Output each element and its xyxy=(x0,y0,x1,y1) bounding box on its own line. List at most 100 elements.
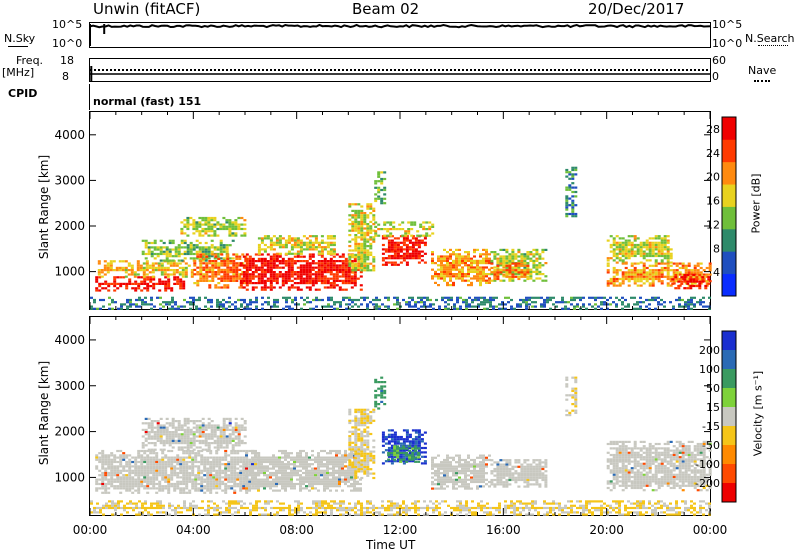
data-cell xyxy=(203,474,207,477)
data-cell xyxy=(147,252,151,256)
data-cell xyxy=(194,485,198,488)
data-cell xyxy=(231,428,235,431)
data-cell xyxy=(351,271,355,274)
data-cell xyxy=(200,454,204,457)
data-cell xyxy=(188,460,192,464)
data-cell xyxy=(363,253,367,256)
data-cell xyxy=(269,239,273,242)
data-cell xyxy=(143,460,147,464)
data-cell xyxy=(219,437,223,440)
data-cell xyxy=(260,253,264,256)
data-cell xyxy=(302,277,306,280)
data-cell xyxy=(154,269,158,272)
data-cell xyxy=(257,469,260,472)
data-cell xyxy=(164,282,168,285)
data-cell xyxy=(263,485,266,488)
data-cell xyxy=(278,271,282,274)
data-cell xyxy=(251,271,255,274)
data-cell xyxy=(177,446,181,449)
data-cell xyxy=(106,271,110,274)
data-cell xyxy=(624,243,628,247)
data-cell xyxy=(239,264,243,267)
data-cell xyxy=(437,277,440,280)
data-cell xyxy=(140,482,144,486)
data-cell xyxy=(320,271,324,274)
data-cell xyxy=(305,487,308,490)
data-cell xyxy=(219,257,223,260)
data-cell xyxy=(192,252,196,256)
data-cell xyxy=(164,487,168,490)
data-cell xyxy=(359,288,363,291)
data-cell xyxy=(369,247,373,250)
data-cell xyxy=(308,241,312,244)
data-cell xyxy=(493,277,497,281)
data-cell xyxy=(164,287,168,290)
data-cell xyxy=(119,469,123,472)
data-cell xyxy=(203,460,207,464)
data-cell xyxy=(206,469,210,472)
data-cell xyxy=(263,284,267,287)
data-cell xyxy=(119,463,123,466)
data-cell xyxy=(326,476,329,479)
data-cell xyxy=(348,260,352,263)
data-cell xyxy=(217,268,221,271)
data-cell xyxy=(197,489,201,492)
data-cell xyxy=(232,273,236,276)
data-cell xyxy=(299,476,302,479)
data-cell xyxy=(541,273,545,276)
data-cell xyxy=(411,237,415,240)
data-cell xyxy=(490,266,494,270)
data-cell xyxy=(269,248,273,251)
data-cell xyxy=(245,456,249,459)
data-cell xyxy=(308,255,312,258)
data-cell xyxy=(236,482,240,486)
data-cell xyxy=(369,262,373,265)
data-cell xyxy=(236,449,240,453)
data-cell xyxy=(124,260,128,263)
data-cell xyxy=(329,449,332,453)
data-cell xyxy=(198,225,202,228)
data-cell xyxy=(357,256,361,259)
data-cell xyxy=(405,246,409,249)
data-cell xyxy=(101,463,105,466)
data-cell xyxy=(296,286,300,289)
data-cell xyxy=(160,264,164,267)
data-cell xyxy=(143,282,147,285)
data-cell xyxy=(347,277,351,280)
data-cell xyxy=(205,266,209,269)
data-cell xyxy=(235,266,239,269)
data-cell xyxy=(326,286,330,289)
data-cell xyxy=(411,257,415,260)
data-cell xyxy=(660,239,664,242)
data-cell xyxy=(155,454,159,457)
data-cell xyxy=(240,428,244,431)
data-cell xyxy=(332,279,336,282)
data-cell xyxy=(402,259,406,262)
data-cell xyxy=(147,422,151,425)
data-cell xyxy=(181,271,185,274)
data-cell xyxy=(211,260,215,263)
data-cell xyxy=(326,268,330,271)
data-cell xyxy=(170,449,174,453)
data-cell xyxy=(485,253,488,256)
data-cell xyxy=(213,219,217,222)
data-cell xyxy=(185,480,189,483)
data-cell xyxy=(666,252,670,255)
data-cell xyxy=(287,235,291,238)
data-cell xyxy=(278,458,281,461)
data-cell xyxy=(231,444,235,447)
data-cell xyxy=(149,467,153,470)
data-cell xyxy=(514,257,518,260)
data-cell xyxy=(408,241,412,244)
data-cell xyxy=(485,266,488,269)
data-cell xyxy=(110,467,114,470)
data-cell xyxy=(568,184,572,187)
data-cell xyxy=(223,268,227,271)
data-cell xyxy=(144,431,148,434)
data-cell xyxy=(153,437,157,440)
data-cell xyxy=(189,216,193,220)
data-cell xyxy=(660,269,664,272)
data-cell xyxy=(213,257,217,260)
data-cell xyxy=(308,268,312,271)
data-cell xyxy=(341,282,345,285)
